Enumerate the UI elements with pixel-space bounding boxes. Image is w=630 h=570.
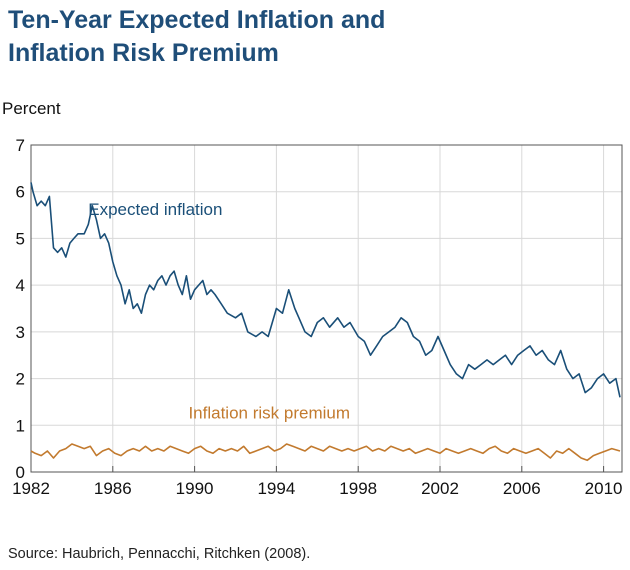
- series-labels: Expected inflation Inflation risk premium: [88, 200, 350, 422]
- series-label-inflation-risk-premium: Inflation risk premium: [188, 403, 350, 422]
- tick-labels: 0 1 2 3 4 5 6 7 1982 1986 1990 1994 1998 2002 2006 2010: [12, 136, 622, 498]
- series-line-inflation-risk-premium: [30, 443, 621, 462]
- y-tick-label: 4: [16, 276, 25, 295]
- x-tick-label: 2002: [421, 479, 459, 498]
- x-tick-label: 1982: [12, 479, 50, 498]
- y-tick-label: 6: [16, 183, 25, 202]
- x-tick-label: 1990: [176, 479, 214, 498]
- y-tick-label: 2: [16, 370, 25, 389]
- x-tick-label: 2006: [503, 479, 541, 498]
- chart-title: Ten-Year Expected Inflation and Inflatio…: [8, 4, 385, 70]
- chart-title-line-1: Ten-Year Expected Inflation and: [8, 6, 386, 34]
- y-axis-label: Percent: [2, 99, 61, 118]
- y-tick-label: 3: [16, 323, 25, 342]
- x-tick-label: 1994: [257, 479, 295, 498]
- x-tick-label: 1986: [94, 479, 132, 498]
- chart-title-line-2: Inflation Risk Premium: [8, 39, 279, 67]
- grid: [31, 145, 622, 472]
- y-tick-label: 7: [16, 136, 25, 155]
- source-note: Source: Haubrich, Pennacchi, Ritchken (2…: [8, 546, 311, 562]
- y-tick-label: 1: [16, 416, 25, 435]
- series-layer: [30, 182, 621, 462]
- series-line-expected-inflation: [30, 182, 621, 398]
- x-tick-label: 1998: [339, 479, 377, 498]
- y-tick-label: 5: [16, 229, 25, 248]
- plot-frame: [30, 144, 623, 473]
- y-tick-label: 0: [16, 463, 25, 482]
- x-tick-label: 2010: [585, 479, 623, 498]
- series-label-expected-inflation: Expected inflation: [88, 200, 222, 219]
